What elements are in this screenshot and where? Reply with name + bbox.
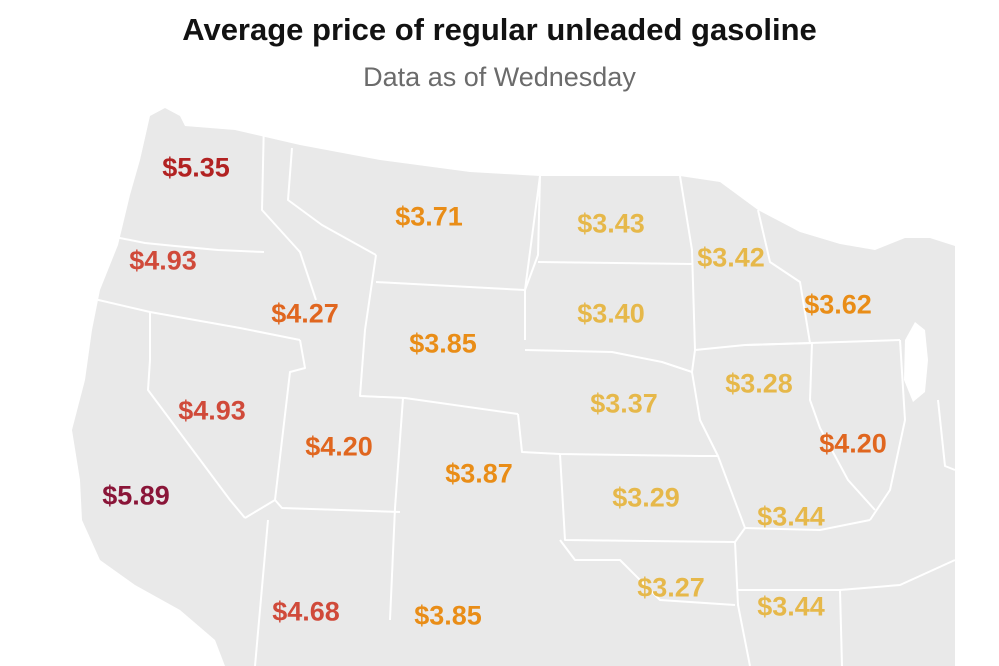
price-label-co: $3.87	[445, 458, 513, 489]
price-label-ar: $3.44	[757, 591, 825, 622]
price-label-ok: $3.27	[637, 572, 705, 603]
price-label-mn: $3.42	[697, 242, 765, 273]
map-subtitle: Data as of Wednesday	[363, 62, 636, 92]
price-label-az: $4.68	[272, 596, 340, 627]
price-label-nm: $3.85	[414, 600, 482, 631]
price-label-ut: $4.20	[305, 431, 373, 462]
price-label-id: $4.27	[271, 298, 339, 329]
map-title: Average price of regular unleaded gasoli…	[182, 12, 817, 47]
price-label-mt: $3.71	[395, 201, 463, 232]
price-label-ks: $3.29	[612, 482, 680, 513]
land-mass	[72, 108, 955, 666]
price-label-nv: $4.93	[178, 395, 246, 426]
price-label-or: $4.93	[129, 245, 197, 276]
state-borders	[89, 119, 956, 666]
price-label-ia: $3.28	[725, 368, 793, 399]
price-label-wa: $5.35	[162, 152, 230, 183]
price-label-ne: $3.37	[590, 388, 658, 419]
price-label-mo: $3.44	[757, 501, 825, 532]
price-label-ca: $5.89	[102, 480, 170, 511]
price-label-nd: $3.43	[577, 208, 645, 239]
price-label-sd: $3.40	[577, 298, 645, 329]
price-label-wy: $3.85	[409, 328, 477, 359]
price-label-wi: $3.62	[804, 289, 872, 320]
price-label-il: $4.20	[819, 428, 887, 459]
lake-michigan	[904, 322, 928, 402]
